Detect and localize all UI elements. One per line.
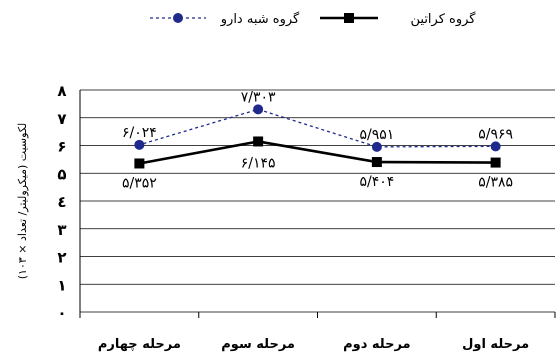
series-group — [134, 104, 501, 169]
y-tick-label: ۰ — [57, 304, 66, 322]
series-line-1 — [139, 140, 496, 165]
data-label: ۵/۹۶۹ — [478, 126, 513, 142]
y-tick-label: ۲ — [57, 249, 66, 267]
y-axis-label: لکوسیت (میکرولیتر/ تعداد × ۱۰۳) — [16, 123, 29, 280]
data-point — [253, 104, 264, 115]
x-tick-label: مرحله دوم — [343, 337, 411, 352]
data-point — [490, 157, 501, 168]
data-point — [134, 139, 145, 150]
y-tick-label: ۵ — [57, 165, 66, 183]
y-tick-label: ۷ — [57, 110, 66, 128]
y-tick-label: ٤ — [57, 193, 66, 211]
data-labels: ۵/۹۶۹ ۵/۹۵۱ ۷/۳۰۳ ۶/۰۲۴ ۵/۳۸۵ ۵/۴۰۴ ۶/۱۴۵ ۵/۳۵۲ — [122, 89, 513, 191]
x-tick-label: مرحله اول — [462, 337, 529, 352]
y-tick-labels: ۰ ۱ ۲ ۳ ٤ ۵ ۶ ۷ ۸ — [57, 82, 66, 322]
x-tick-label: مرحله چهارم — [98, 337, 181, 352]
data-label: ۶/۰۲۴ — [122, 125, 157, 141]
series-line-2 — [139, 108, 496, 148]
y-tick-label: ۶ — [57, 138, 66, 156]
legend-label: گروه شبه دارو — [220, 11, 300, 27]
data-point — [371, 141, 382, 152]
legend-label: گروه کراتین — [411, 11, 477, 27]
data-label: ۷/۳۰۳ — [241, 89, 276, 105]
x-tick-label: مرحله سوم — [221, 337, 295, 352]
y-tick-label: ۸ — [57, 82, 66, 100]
data-point — [490, 141, 501, 152]
gridlines — [79, 89, 556, 318]
data-point — [134, 158, 145, 169]
data-label: ۵/۴۰۴ — [359, 174, 394, 190]
y-tick-label: ۳ — [57, 221, 66, 239]
data-label: ۵/۳۵۲ — [122, 175, 157, 191]
y-tick-label: ۱ — [57, 276, 66, 294]
legend: گروه کراتین گروه شبه دارو — [150, 11, 476, 27]
legend-marker — [344, 13, 354, 23]
data-point — [253, 136, 264, 147]
data-label: ۵/۳۸۵ — [478, 175, 513, 191]
x-tick-labels: مرحله اول مرحله دوم مرحله سوم مرحله چهارم — [98, 337, 529, 352]
data-point — [371, 157, 382, 168]
data-label: ۶/۱۴۵ — [241, 155, 276, 171]
data-label: ۵/۹۵۱ — [359, 127, 394, 143]
legend-marker — [173, 13, 183, 23]
